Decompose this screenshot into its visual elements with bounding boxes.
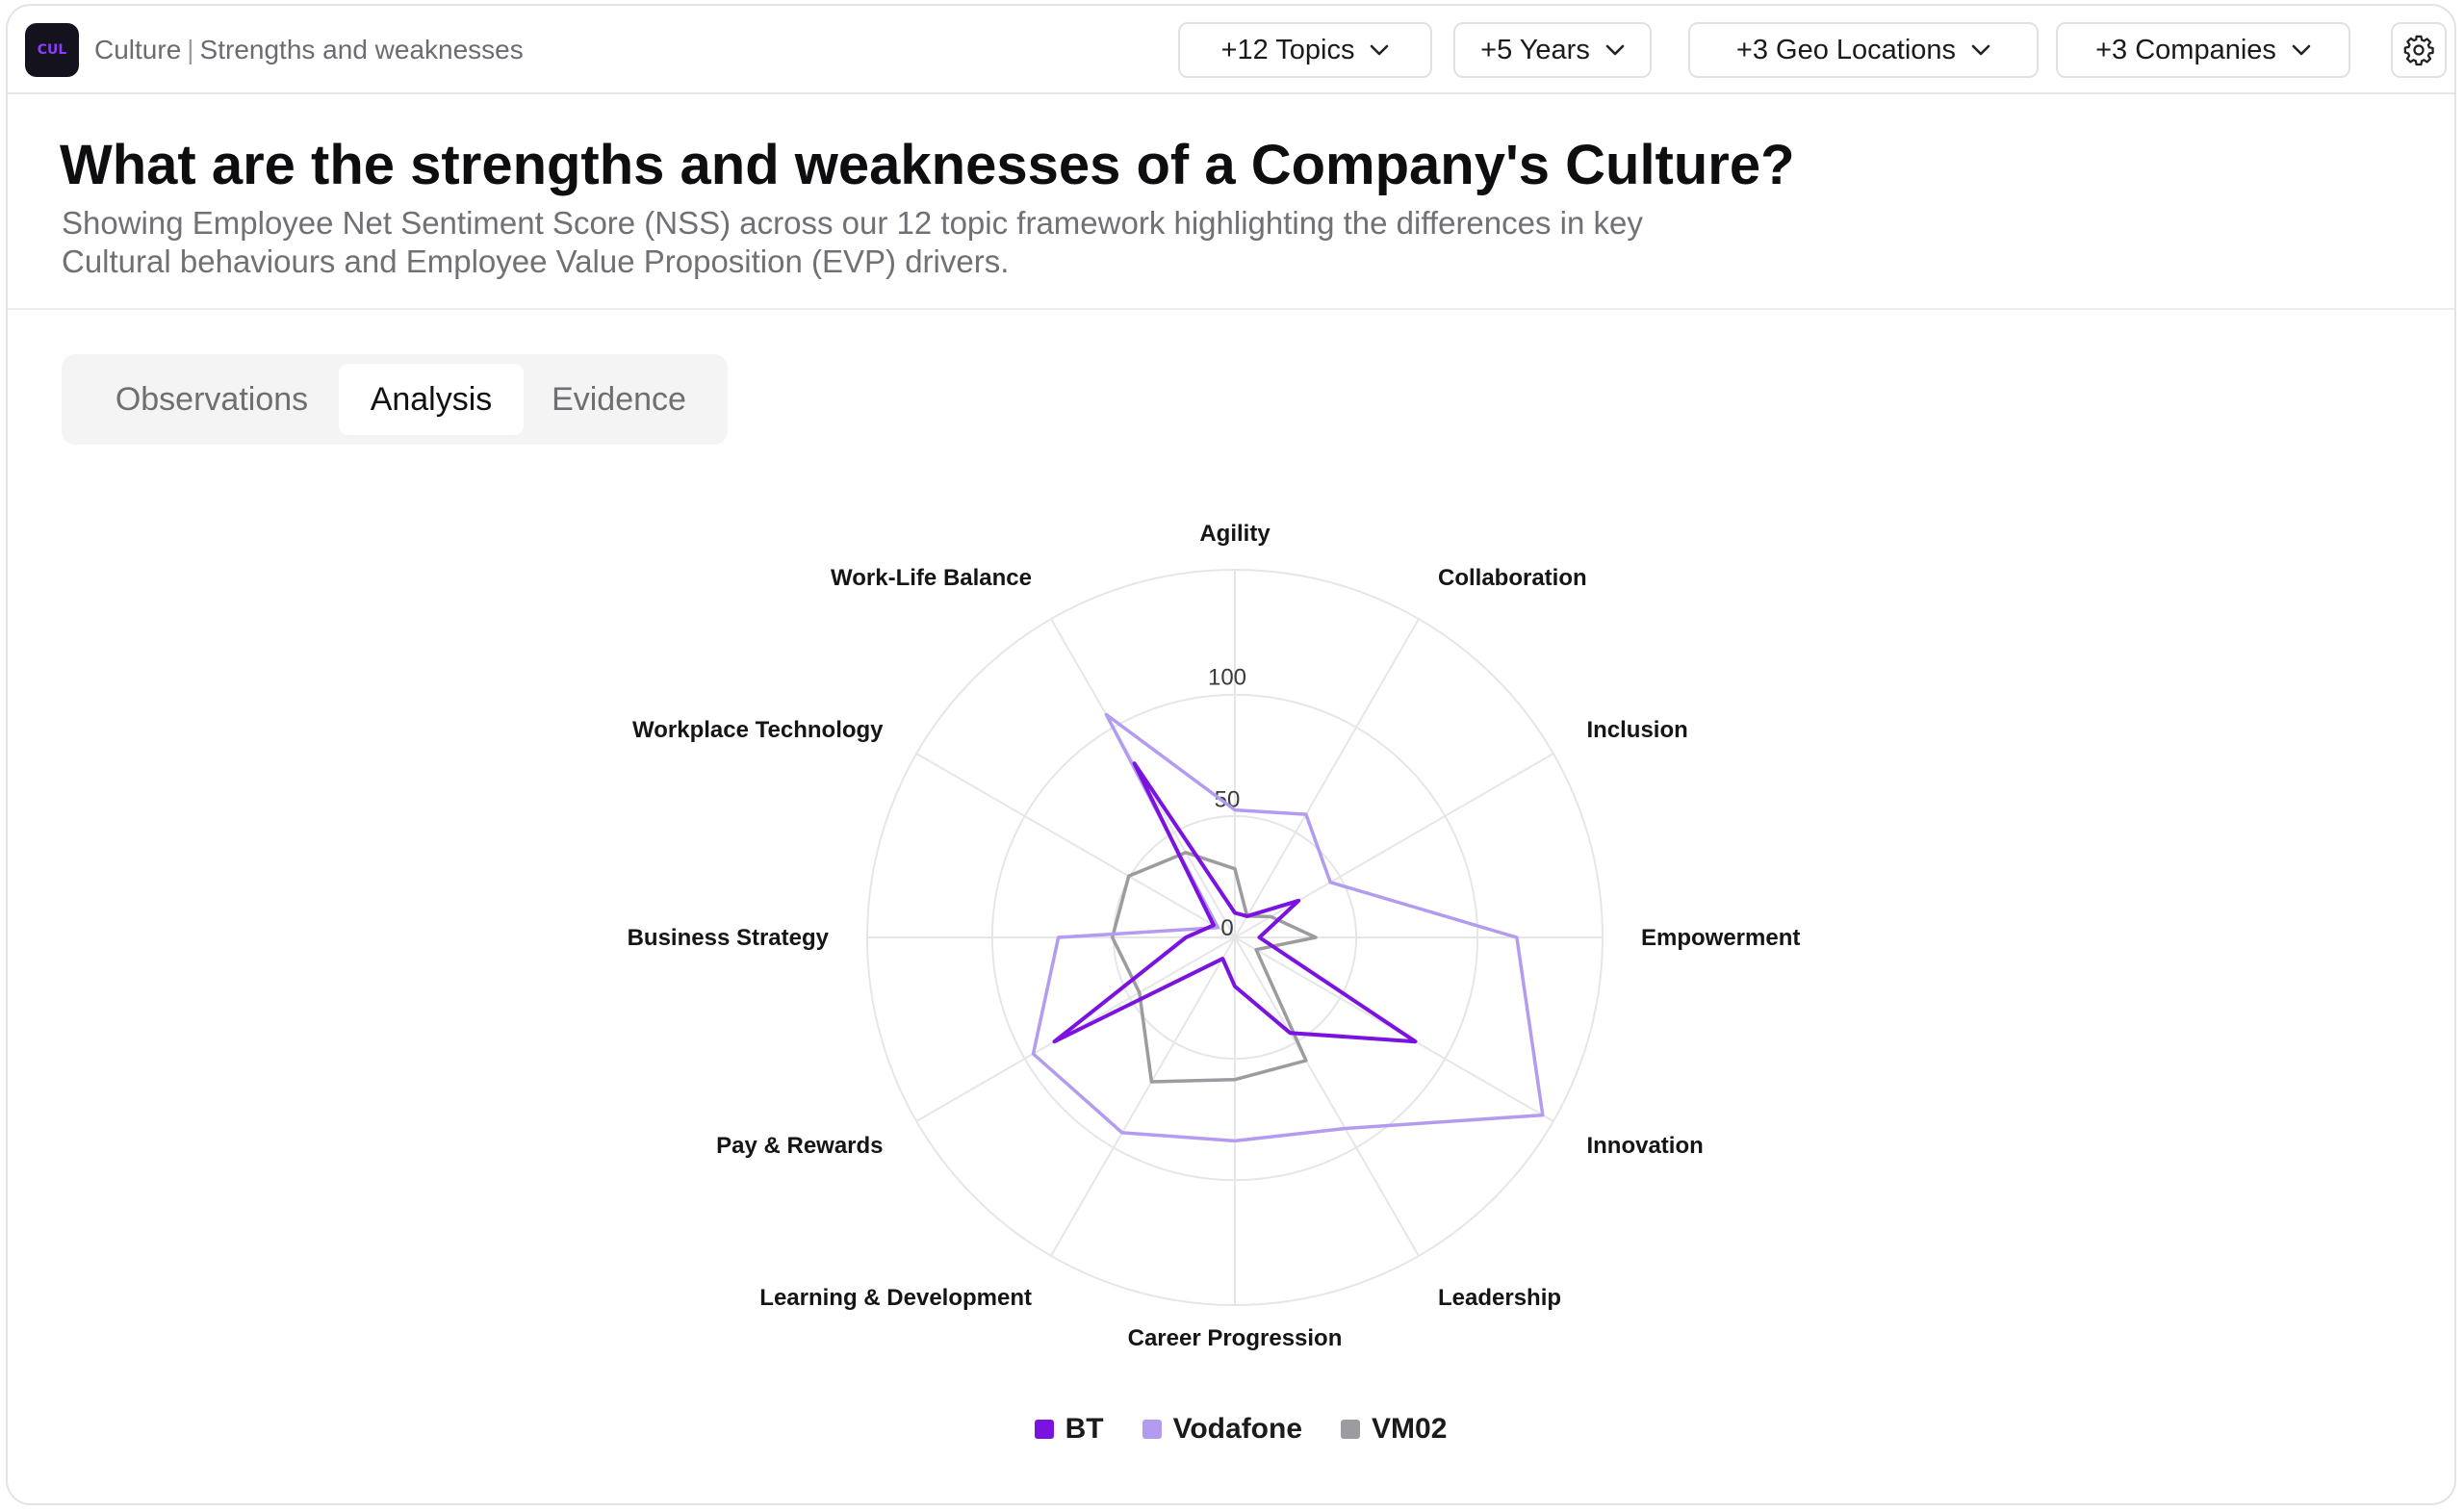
series-bt-line[interactable]: [1052, 761, 1418, 1044]
chevron-down-icon: [1371, 44, 1389, 56]
tab-evidence[interactable]: Evidence: [552, 381, 686, 418]
grid-spoke: [1234, 936, 1420, 1257]
legend-swatch-bt: [1034, 1420, 1054, 1439]
grid-spoke: [1234, 753, 1554, 938]
tab-analysis[interactable]: Analysis: [339, 364, 524, 435]
axis-label: Collaboration: [1438, 565, 1587, 591]
topics-filter-label: +12 Topics: [1220, 34, 1355, 65]
axis-label: Innovation: [1586, 1133, 1703, 1159]
companies-filter-label: +3 Companies: [2095, 34, 2276, 65]
years-filter[interactable]: +5 Years: [1453, 22, 1652, 78]
legend-item-vodafone[interactable]: Vodafone: [1142, 1413, 1302, 1446]
legend-item-bt[interactable]: BT: [1034, 1413, 1104, 1446]
logo-text: CUL: [37, 42, 67, 58]
axis-label: Pay & Rewards: [716, 1133, 883, 1159]
axis-label: Business Strategy: [628, 925, 830, 951]
series-vodafone-line[interactable]: [1031, 712, 1545, 1143]
axis-label: Empowerment: [1641, 925, 1800, 951]
chevron-down-icon: [1971, 44, 1990, 56]
chart-legend: BT Vodafone VM02: [8, 1413, 2454, 1446]
years-filter-label: +5 Years: [1480, 34, 1590, 65]
grid-spoke: [1234, 618, 1420, 938]
app-logo[interactable]: CUL: [25, 23, 79, 77]
grid-spoke: [1050, 936, 1236, 1257]
top-bar: CUL Culture | Strengths and weaknesses +12…: [8, 6, 2454, 94]
chevron-down-icon: [2292, 44, 2311, 56]
axis-label: Work-Life Balance: [831, 565, 1032, 591]
legend-label-bt: BT: [1065, 1413, 1104, 1445]
geo-locations-filter[interactable]: +3 Geo Locations: [1688, 22, 2039, 78]
app-window: CUL Culture | Strengths and weaknesses +12…: [6, 4, 2456, 1505]
tab-observations[interactable]: Observations: [115, 381, 309, 418]
breadcrumb: Culture | Strengths and weaknesses: [94, 35, 524, 64]
axis-label: Inclusion: [1586, 717, 1687, 743]
axis-label: Workplace Technology: [632, 717, 884, 743]
companies-filter[interactable]: +3 Companies: [2056, 22, 2350, 78]
grid-spoke: [915, 753, 1236, 938]
view-tabs: Observations Analysis Evidence: [62, 354, 728, 445]
axis-label: Leadership: [1438, 1285, 1561, 1311]
breadcrumb-page: Strengths and weaknesses: [199, 35, 524, 64]
legend-label-vodafone: Vodafone: [1172, 1413, 1303, 1445]
geo-locations-filter-label: +3 Geo Locations: [1735, 34, 1957, 65]
radial-tick-label: 100: [1208, 664, 1246, 690]
axis-label: Career Progression: [1128, 1325, 1343, 1351]
legend-label-vm02: VM02: [1372, 1413, 1448, 1445]
radial-tick-label: 0: [1220, 915, 1233, 941]
gear-icon: [2403, 35, 2434, 66]
axis-label: Agility: [1199, 521, 1270, 547]
axis-label: Learning & Development: [759, 1285, 1032, 1311]
page-title: What are the strengths and weaknesses of…: [60, 134, 1795, 196]
page-header: What are the strengths and weaknesses of…: [8, 94, 2454, 310]
chevron-down-icon: [1605, 44, 1625, 56]
breadcrumb-section[interactable]: Culture: [94, 35, 182, 64]
topics-filter[interactable]: +12 Topics: [1178, 22, 1432, 78]
page-subtitle: Showing Employee Net Sentiment Score (NS…: [62, 205, 1643, 279]
legend-swatch-vm02: [1341, 1420, 1361, 1439]
legend-item-vm02[interactable]: VM02: [1341, 1413, 1447, 1446]
settings-button[interactable]: [2391, 22, 2447, 78]
legend-swatch-vodafone: [1142, 1420, 1162, 1439]
series-vm02-line[interactable]: [1110, 851, 1318, 1084]
radar-chart: 050100AgilityCollaborationInclusionEmpow…: [628, 521, 1801, 1351]
